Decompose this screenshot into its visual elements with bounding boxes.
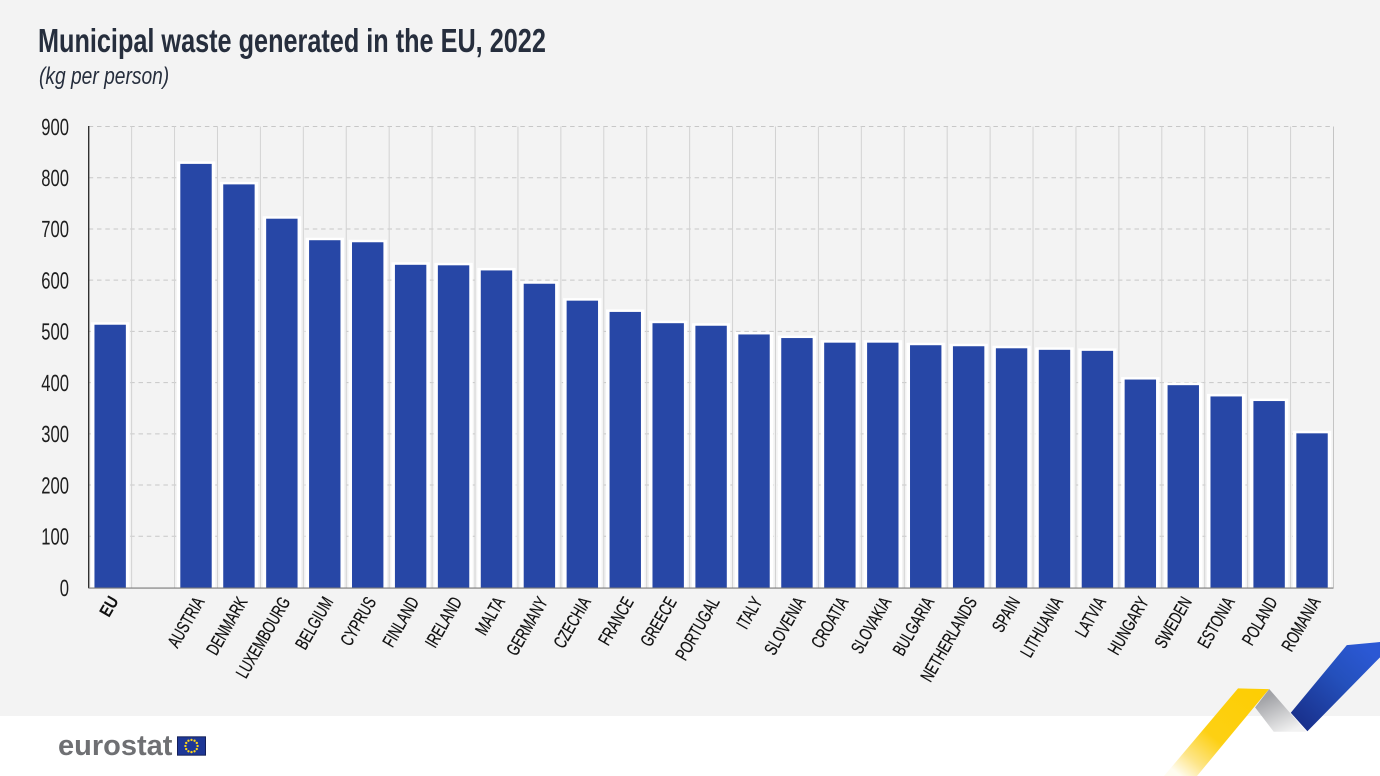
svg-text:CZECHIA: CZECHIA [550, 593, 595, 652]
svg-text:MALTA: MALTA [471, 593, 509, 639]
svg-text:FRANCE: FRANCE [594, 594, 637, 649]
svg-text:CROATIA: CROATIA [807, 593, 852, 652]
svg-text:500: 500 [41, 319, 69, 345]
svg-text:LITHUANIA: LITHUANIA [1017, 593, 1068, 661]
svg-text:CYPRUS: CYPRUS [336, 594, 380, 650]
svg-text:400: 400 [41, 370, 69, 396]
svg-text:GREECE: GREECE [637, 594, 681, 650]
svg-text:EU: EU [95, 593, 123, 621]
svg-text:600: 600 [41, 267, 69, 293]
svg-text:FINLAND: FINLAND [379, 594, 423, 651]
svg-text:300: 300 [41, 421, 69, 447]
svg-text:100: 100 [41, 524, 69, 550]
svg-text:200: 200 [41, 472, 69, 498]
svg-text:LATVIA: LATVIA [1071, 593, 1110, 641]
svg-text:900: 900 [41, 114, 69, 140]
svg-text:GERMANY: GERMANY [503, 594, 552, 659]
svg-text:800: 800 [41, 165, 69, 191]
svg-text:SLOVAKIA: SLOVAKIA [847, 593, 896, 657]
svg-text:0: 0 [60, 575, 69, 601]
svg-text:BELGIUM: BELGIUM [291, 594, 337, 653]
svg-text:AUSTRIA: AUSTRIA [164, 593, 209, 651]
svg-text:ITALY: ITALY [733, 594, 767, 633]
svg-text:700: 700 [41, 216, 69, 242]
svg-text:SLOVENIA: SLOVENIA [760, 593, 809, 658]
svg-text:SPAIN: SPAIN [988, 594, 1024, 636]
svg-text:IRELAND: IRELAND [421, 594, 466, 652]
